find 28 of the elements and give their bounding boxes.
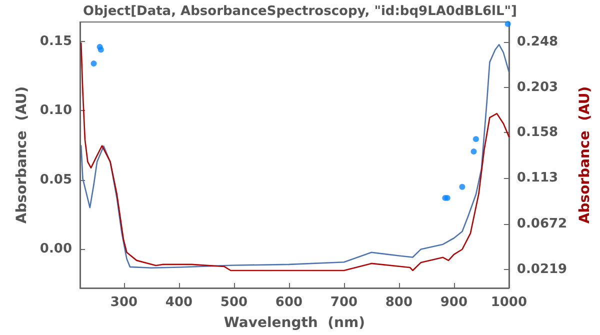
y2-tick-label: 0.248 [516, 34, 558, 50]
x-tick-label: 600 [275, 295, 303, 310]
y2-axis-title: Absorbance (AU) [577, 86, 593, 224]
y-axis-title: Absorbance (AU) [14, 86, 30, 224]
point [98, 46, 104, 53]
point [459, 184, 466, 190]
x-tick-label: 900 [440, 295, 468, 310]
y2-tick-label: 0.158 [516, 125, 558, 140]
y-tick-label: 0.15 [40, 34, 72, 49]
x-tick-label: 300 [110, 295, 138, 310]
x-tick-label: 1000 [490, 295, 528, 310]
point [504, 20, 511, 27]
point [90, 60, 97, 67]
x-tick-label: 700 [330, 295, 358, 310]
x-tick-label: 500 [220, 295, 248, 310]
chart-title: Object[Data, AbsorbanceSpectroscopy, "id:bq9LA0dBL6lL"] [83, 4, 517, 19]
x-tick-label: 800 [385, 295, 413, 310]
point [472, 136, 479, 142]
point [470, 148, 477, 155]
y-tick-label: 0.00 [40, 242, 72, 257]
y2-tick-label: 0.203 [516, 80, 558, 95]
y-tick-label: 0.10 [40, 103, 72, 118]
x-axis-title: Wavelength (nm) [224, 315, 365, 331]
y-tick-label: 0.05 [40, 172, 72, 188]
x-tick-label: 400 [165, 295, 193, 310]
y2-tick-label: 0.0219 [516, 262, 568, 278]
y2-tick-label: 0.113 [516, 170, 558, 186]
y2-tick-label: 0.0672 [516, 216, 568, 232]
